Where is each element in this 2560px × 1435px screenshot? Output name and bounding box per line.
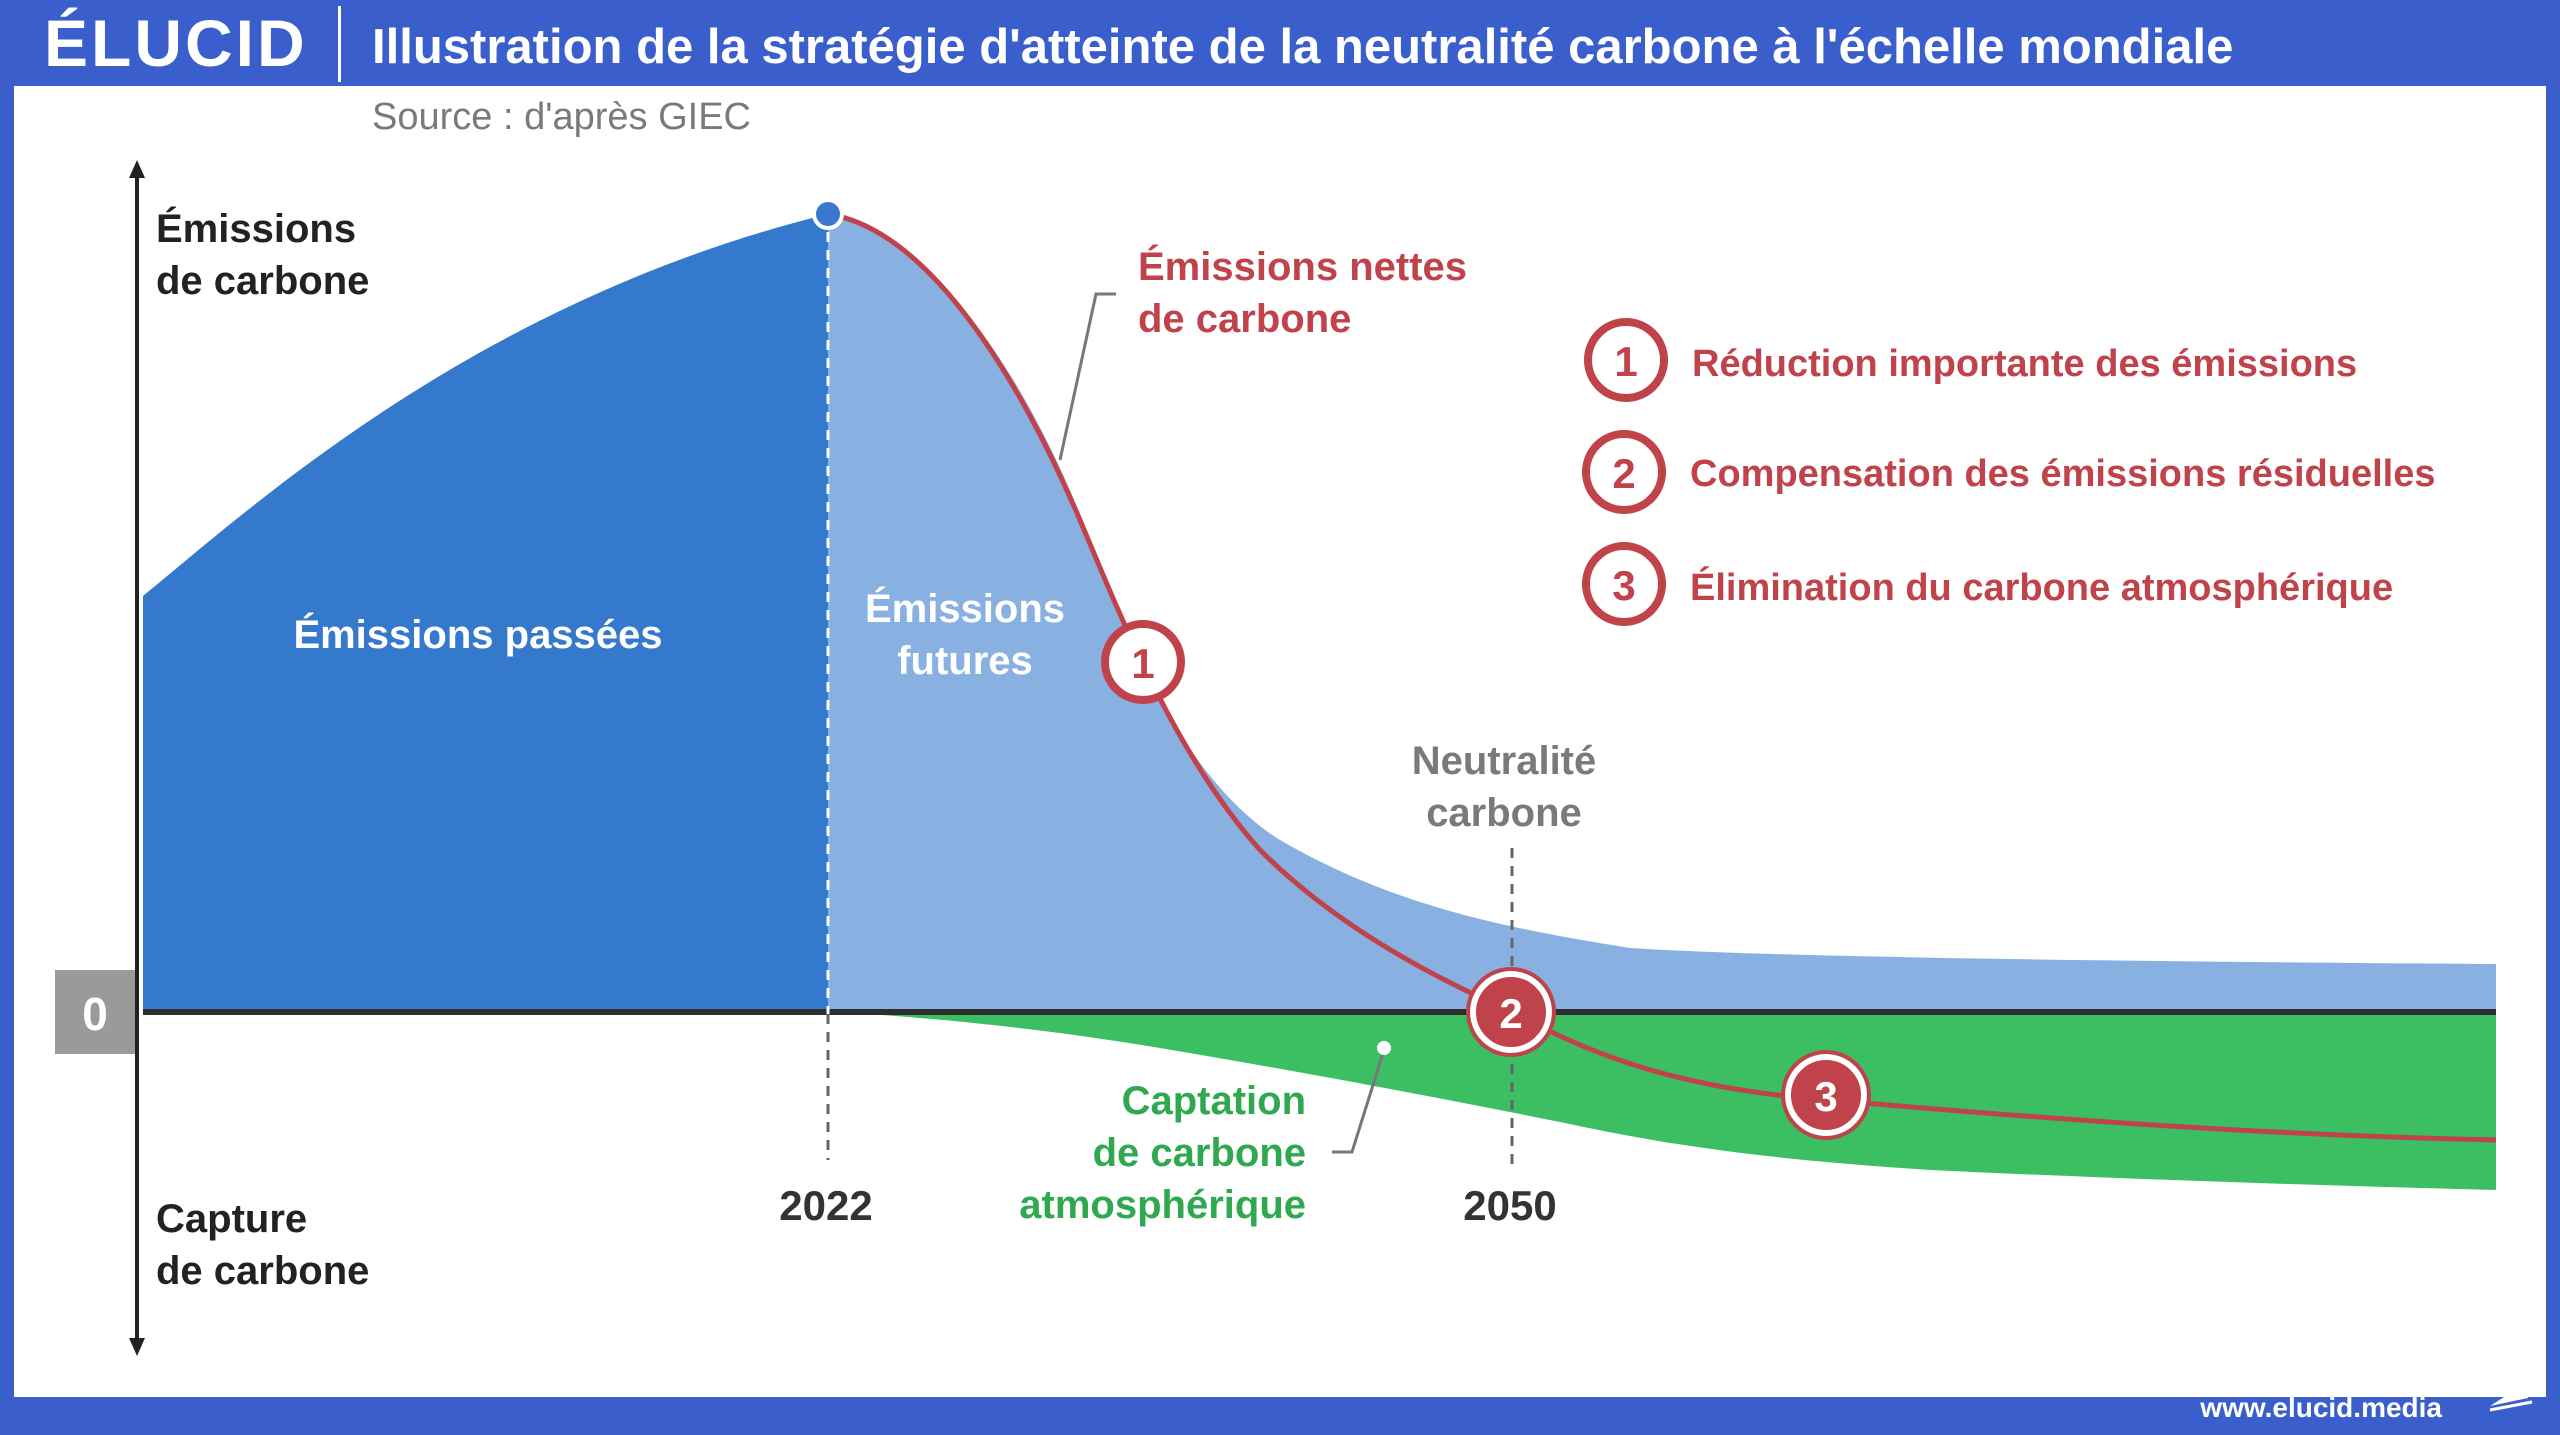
axis-top-label-line2: de carbone bbox=[156, 259, 369, 303]
net-emissions-label-line1: Émissions nettes bbox=[1138, 244, 1467, 289]
header-divider bbox=[338, 6, 341, 82]
net-emissions-label-line2: de carbone bbox=[1138, 297, 1351, 341]
marker-3: 3 bbox=[1781, 1050, 1871, 1140]
capture-leader-dot bbox=[1377, 1041, 1391, 1055]
axis-top-label-line1: Émissions bbox=[156, 206, 356, 251]
svg-text:Compensation des émissions rés: Compensation des émissions résiduelles bbox=[1690, 453, 2435, 495]
future-emissions-label-line2: futures bbox=[897, 639, 1033, 683]
axis-bottom-label-line1: Capture bbox=[156, 1197, 307, 1241]
capture-label-line2: de carbone bbox=[1093, 1131, 1306, 1175]
svg-text:Élimination du carbone atmosph: Élimination du carbone atmosphérique bbox=[1690, 565, 2393, 609]
zero-label: 0 bbox=[82, 988, 108, 1040]
net-emissions-leader bbox=[1058, 292, 1116, 461]
elucid-swoosh-icon bbox=[2489, 1378, 2534, 1412]
svg-text:1: 1 bbox=[1131, 640, 1154, 687]
marker-2: 2 bbox=[1466, 967, 1556, 1057]
svg-text:3: 3 bbox=[1612, 562, 1635, 609]
svg-text:3: 3 bbox=[1814, 1073, 1837, 1120]
net-emissions-line bbox=[827, 211, 2497, 1143]
future-emissions-label-line1: Émissions bbox=[865, 586, 1065, 631]
neutrality-label-line1: Neutralité bbox=[1412, 739, 1597, 783]
future-emissions-area bbox=[828, 214, 2496, 1012]
legend-item-3: 3 Élimination du carbone atmosphérique bbox=[1582, 542, 2393, 626]
axis-bottom-label-line2: de carbone bbox=[156, 1249, 369, 1293]
zero-box bbox=[55, 970, 135, 1054]
peak-point bbox=[812, 198, 844, 230]
marker-1: 1 bbox=[1101, 620, 1185, 704]
axis-arrow-up-icon bbox=[129, 160, 145, 178]
axis-arrow-down-icon bbox=[129, 1338, 145, 1356]
year-2022-label: 2022 bbox=[779, 1182, 872, 1229]
capture-label-line3: atmosphérique bbox=[1019, 1183, 1306, 1227]
svg-text:2: 2 bbox=[1612, 450, 1635, 497]
year-2050-label: 2050 bbox=[1463, 1182, 1556, 1229]
svg-text:2: 2 bbox=[1499, 990, 1522, 1037]
neutrality-label-line2: carbone bbox=[1426, 791, 1582, 835]
footer-url[interactable]: www.elucid.media bbox=[2200, 1392, 2442, 1423]
capture-label-line1: Captation bbox=[1122, 1079, 1306, 1123]
past-emissions-area bbox=[143, 214, 828, 1012]
legend-item-1: 1 Réduction importante des émissions bbox=[1584, 318, 2357, 402]
capture-area bbox=[828, 1012, 2496, 1190]
source-note: Source : d'après GIEC bbox=[372, 96, 751, 138]
page-title: Illustration de la stratégie d'atteinte … bbox=[372, 20, 2234, 74]
svg-text:1: 1 bbox=[1614, 338, 1637, 385]
past-emissions-label: Émissions passées bbox=[293, 612, 662, 657]
legend-item-2: 2 Compensation des émissions résiduelles bbox=[1582, 430, 2435, 514]
capture-leader bbox=[1332, 1049, 1386, 1154]
header-bar: ÉLUCID Illustration de la stratégie d'at… bbox=[0, 0, 2560, 86]
svg-text:Réduction importante des émiss: Réduction importante des émissions bbox=[1692, 343, 2357, 385]
elucid-logo[interactable]: ÉLUCID bbox=[44, 6, 308, 80]
legend: 1 Réduction importante des émissions 2 C… bbox=[1582, 318, 2435, 626]
